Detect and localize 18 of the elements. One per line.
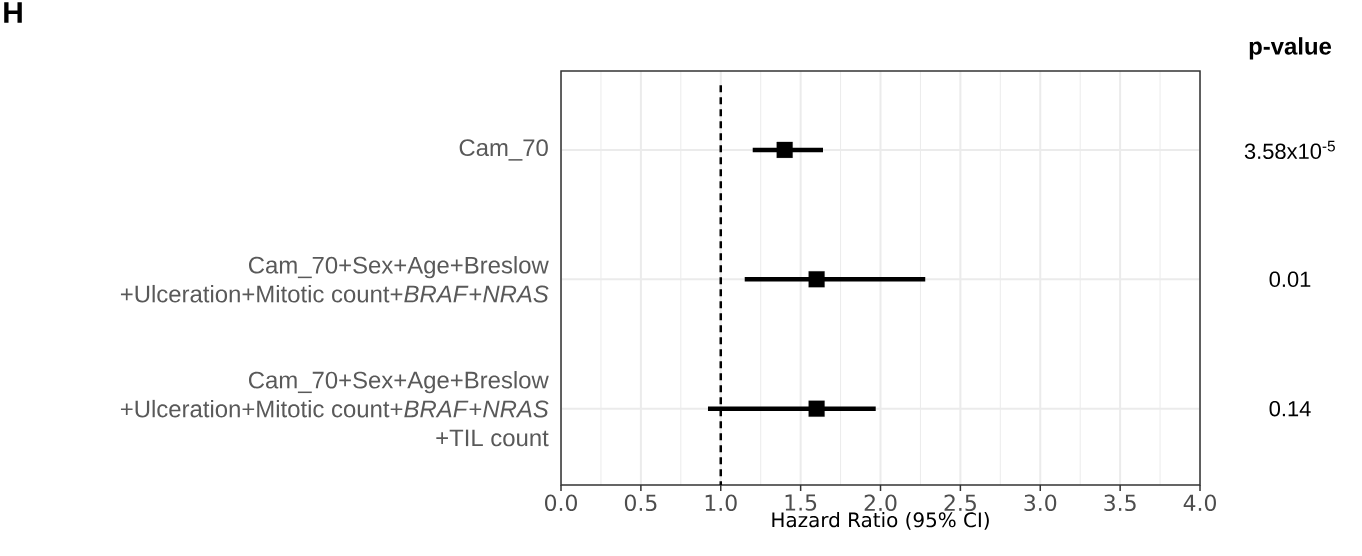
- text: p-value: [1249, 37, 1332, 60]
- text: 0.01: [1269, 271, 1311, 288]
- text: 0.14: [1269, 400, 1311, 417]
- x-tick-label: 1.5: [785, 494, 817, 511]
- x-axis-title: Hazard Ratio (95% CI): [772, 511, 989, 530]
- x-tick-label: 1.0: [705, 494, 737, 512]
- text: H: [4, 2, 22, 23]
- y-tick-label: Cam_70: [459, 139, 548, 161]
- y-tick-label: Cam_70+Sex+Age+Breslow +Ulceration+Mitotic count+BRAF+NRAS: [120, 256, 549, 303]
- x-tick-label: 2.5: [944, 494, 976, 512]
- y-tick-label: Cam_70+Sex+Age+Breslow +Ulceration+Mitotic count+BRAF+NRAS +TIL count: [120, 370, 549, 447]
- x-tick-label: 3.0: [1024, 494, 1057, 512]
- text: 3.58x10$^{-5}$: [1244, 140, 1335, 160]
- x-tick-label: 4.0: [1183, 494, 1216, 512]
- x-tick-label: 0.5: [624, 494, 657, 512]
- x-tick-label: 3.5: [1104, 494, 1136, 512]
- x-tick-label: 2.0: [864, 494, 897, 512]
- x-tick-label: 0.0: [545, 494, 577, 512]
